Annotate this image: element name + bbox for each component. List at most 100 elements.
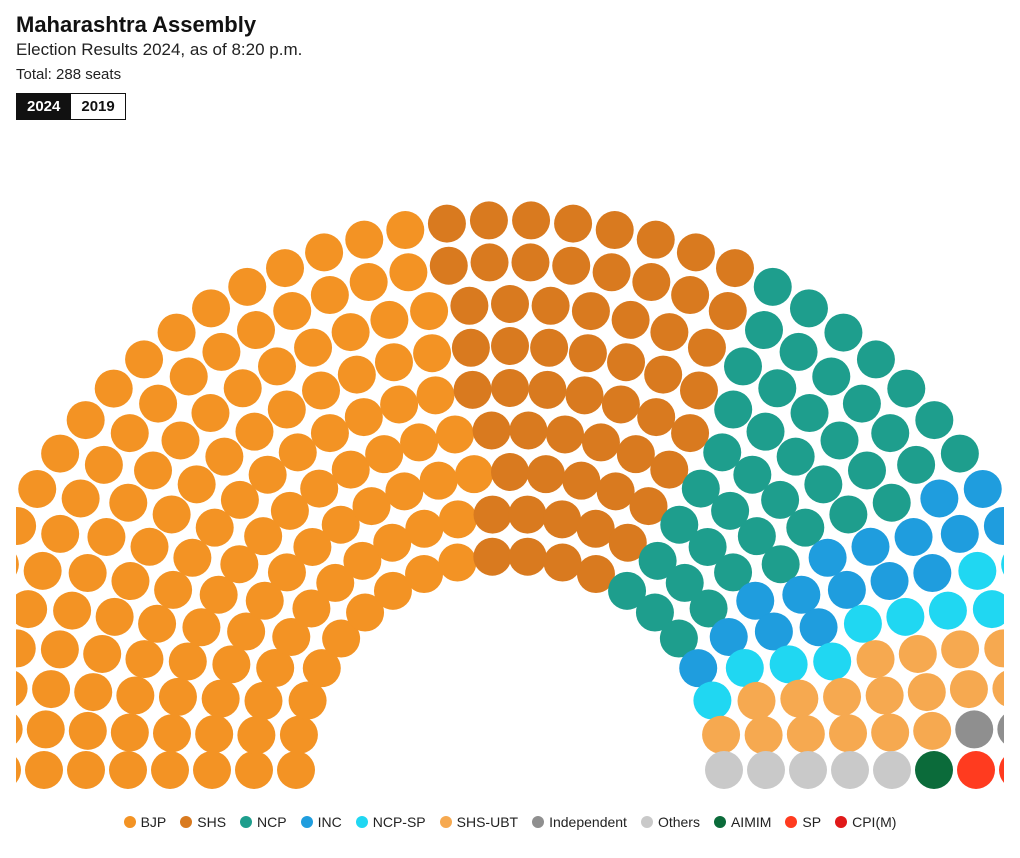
seat-bjp	[237, 311, 275, 349]
seat-bjp	[289, 682, 327, 720]
seat-bjp	[212, 645, 250, 683]
seat-shs	[607, 343, 645, 381]
seat-bjp	[273, 292, 311, 330]
tab-2019[interactable]: 2019	[70, 94, 124, 119]
seat-bjp	[386, 211, 424, 249]
seat-bjp	[345, 398, 383, 436]
seat-bjp	[178, 465, 216, 503]
seat-bjp	[111, 562, 149, 600]
seat-bjp	[237, 716, 275, 754]
total-seats-label: Total: 288 seats	[16, 66, 1004, 83]
seat-bjp	[311, 414, 349, 452]
seat-bjp	[438, 544, 476, 582]
legend-swatch	[785, 816, 797, 828]
seat-bjp	[332, 313, 370, 351]
seat-shs	[512, 201, 550, 239]
seat-bjp	[153, 495, 191, 533]
seat-ncp	[915, 401, 953, 439]
seat-sp	[999, 751, 1004, 789]
seat-bjp	[224, 369, 262, 407]
seat-ncp	[745, 311, 783, 349]
seat-ncp	[871, 414, 909, 452]
legend-label: SHS-UBT	[457, 814, 518, 830]
seat-bjp	[195, 715, 233, 753]
seat-inc	[851, 528, 889, 566]
seat-ncp-sp	[973, 590, 1004, 628]
seat-sp	[957, 751, 995, 789]
seat-bjp	[228, 268, 266, 306]
seat-bjp	[365, 435, 403, 473]
legend-item-shs: SHS	[180, 814, 226, 830]
seat-shs-ubt	[899, 635, 937, 673]
tab-2024[interactable]: 2024	[17, 94, 70, 119]
seat-inc	[755, 613, 793, 651]
seats-group	[16, 201, 1004, 789]
year-tabs: 20242019	[16, 93, 126, 120]
seat-ncp-sp	[770, 645, 808, 683]
seat-bjp	[111, 414, 149, 452]
seat-bjp	[249, 456, 287, 494]
seat-bjp	[455, 455, 493, 493]
seat-bjp	[235, 751, 273, 789]
seat-bjp	[67, 401, 105, 439]
seat-ncp-sp	[844, 605, 882, 643]
seat-bjp	[154, 571, 192, 609]
seat-inc	[920, 479, 958, 517]
seat-ncp	[843, 385, 881, 423]
seat-bjp	[300, 470, 338, 508]
legend-label: SP	[802, 814, 821, 830]
seat-inc	[800, 608, 838, 646]
seat-shs	[509, 538, 547, 576]
legend-swatch	[180, 816, 192, 828]
seat-shs	[491, 285, 529, 323]
seat-bjp	[85, 446, 123, 484]
seat-bjp	[345, 221, 383, 259]
seat-inc	[871, 562, 909, 600]
seat-bjp	[53, 592, 91, 630]
seat-shs-ubt	[866, 676, 904, 714]
seat-shs	[454, 371, 492, 409]
seat-bjp	[353, 487, 391, 525]
seat-shs	[637, 221, 675, 259]
seat-shs-ubt	[992, 670, 1004, 708]
seat-bjp	[405, 555, 443, 593]
seat-ncp	[873, 484, 911, 522]
seat-shs	[544, 544, 582, 582]
seat-bjp	[16, 670, 28, 708]
seat-shs-ubt	[950, 670, 988, 708]
legend-label: INC	[318, 814, 342, 830]
seat-bjp	[151, 751, 189, 789]
seat-ncp	[812, 358, 850, 396]
seat-bjp	[16, 710, 23, 748]
seat-shs	[671, 276, 709, 314]
seat-shs	[562, 462, 600, 500]
seat-shs	[452, 329, 490, 367]
seat-bjp	[193, 751, 231, 789]
seat-bjp	[311, 276, 349, 314]
seat-shs	[428, 205, 466, 243]
seat-others	[831, 751, 869, 789]
seat-shs	[596, 211, 634, 249]
seat-ncp	[941, 435, 979, 473]
legend-item-ncp: NCP	[240, 814, 287, 830]
seat-bjp	[170, 358, 208, 396]
page-title: Maharashtra Assembly	[16, 12, 1004, 38]
seat-shs	[450, 287, 488, 325]
seat-shs	[543, 500, 581, 538]
seat-shs	[508, 496, 546, 534]
seat-bjp	[385, 472, 423, 510]
seat-shs	[569, 334, 607, 372]
seat-bjp	[69, 712, 107, 750]
legend-label: Independent	[549, 814, 627, 830]
seat-inc	[895, 518, 933, 556]
seat-bjp	[266, 249, 304, 287]
seat-bjp	[294, 329, 332, 367]
seat-bjp	[436, 415, 474, 453]
seat-shs-ubt	[823, 678, 861, 716]
seat-bjp	[268, 391, 306, 429]
seat-bjp	[41, 515, 79, 553]
seat-shs-ubt	[913, 712, 951, 750]
seat-ncp	[791, 394, 829, 432]
seat-bjp	[205, 438, 243, 476]
seat-bjp	[138, 605, 176, 643]
